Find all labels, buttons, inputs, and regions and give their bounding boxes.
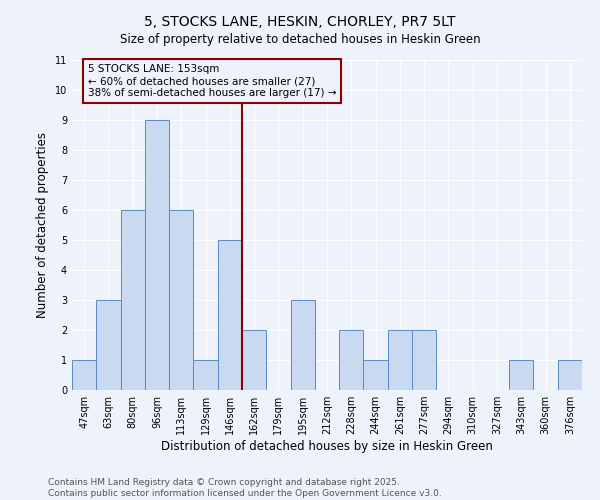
Bar xyxy=(121,210,145,390)
Text: Size of property relative to detached houses in Heskin Green: Size of property relative to detached ho… xyxy=(119,32,481,46)
Text: Contains HM Land Registry data © Crown copyright and database right 2025.
Contai: Contains HM Land Registry data © Crown c… xyxy=(48,478,442,498)
Bar xyxy=(169,210,193,390)
Bar xyxy=(412,330,436,390)
Bar xyxy=(96,300,121,390)
Bar xyxy=(145,120,169,390)
Bar xyxy=(388,330,412,390)
Bar xyxy=(242,330,266,390)
Bar xyxy=(218,240,242,390)
Text: 5 STOCKS LANE: 153sqm
← 60% of detached houses are smaller (27)
38% of semi-deta: 5 STOCKS LANE: 153sqm ← 60% of detached … xyxy=(88,64,336,98)
Text: 5, STOCKS LANE, HESKIN, CHORLEY, PR7 5LT: 5, STOCKS LANE, HESKIN, CHORLEY, PR7 5LT xyxy=(144,15,456,29)
Bar xyxy=(72,360,96,390)
Bar xyxy=(290,300,315,390)
Bar xyxy=(509,360,533,390)
Bar xyxy=(364,360,388,390)
Bar xyxy=(193,360,218,390)
X-axis label: Distribution of detached houses by size in Heskin Green: Distribution of detached houses by size … xyxy=(161,440,493,453)
Bar xyxy=(558,360,582,390)
Y-axis label: Number of detached properties: Number of detached properties xyxy=(37,132,49,318)
Bar xyxy=(339,330,364,390)
